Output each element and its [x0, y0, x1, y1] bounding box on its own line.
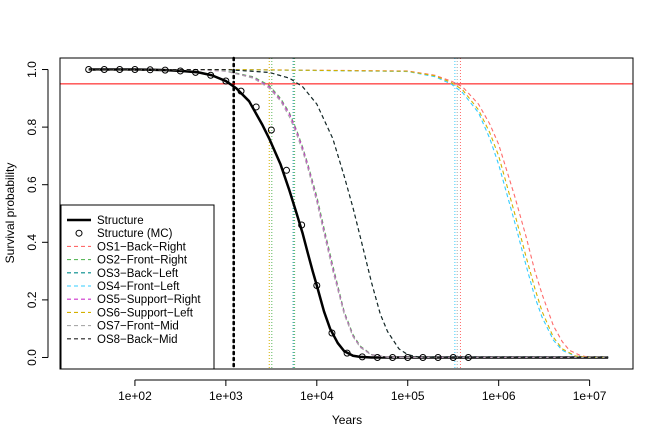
mc-point: [161, 66, 169, 74]
mc-point: [434, 353, 442, 361]
mc-point: [192, 68, 200, 76]
y-tick-label: 0.6: [25, 176, 39, 193]
mc-point: [373, 353, 381, 361]
mc-point: [267, 126, 275, 134]
mc-point: [404, 353, 412, 361]
curves-layer: [60, 56, 633, 371]
series-line-6: [88, 68, 609, 359]
legend-item: OS2−Front−Right: [67, 255, 188, 267]
legend-item: OS1−Back−Right: [67, 241, 187, 253]
mc-point: [207, 71, 215, 79]
mc-point: [85, 66, 93, 74]
legend-label: OS3−Back−Left: [97, 268, 179, 280]
axes-layer: 1e+02 1e+03 1e+04 1e+05 1e+06 1e+07 0.0 0.2 0.4 0…: [25, 57, 634, 403]
legend-label: Structure: [97, 215, 144, 227]
x-tick-label: 1e+05: [391, 389, 425, 403]
mc-point: [176, 67, 184, 75]
x-axis-label: Years: [332, 413, 362, 427]
mc-point: [449, 353, 457, 361]
legend-label: OS8−Back−Mid: [97, 334, 178, 346]
mc-point: [389, 353, 397, 361]
mc-point: [419, 353, 427, 361]
series-line-1: [88, 68, 609, 359]
mc-point: [358, 353, 366, 361]
legend-swatch: [75, 229, 83, 237]
legend-item: OS8−Back−Mid: [67, 334, 178, 346]
mc-point: [298, 221, 306, 229]
mc-point: [328, 329, 336, 337]
legend-label: OS2−Front−Right: [97, 255, 188, 267]
y-tick-label: 0.2: [25, 291, 39, 308]
mc-point: [237, 87, 245, 95]
legend-box: [60, 204, 215, 370]
plot-frame: [59, 57, 634, 370]
legend-label: OS4−Front−Left: [97, 281, 180, 293]
y-axis-label: Survival probability: [3, 163, 17, 264]
x-tick-label: 1e+04: [300, 389, 334, 403]
series-line-8: [88, 68, 609, 359]
x-tick-label: 1e+07: [573, 389, 607, 403]
legend-item: OS3−Back−Left: [67, 268, 179, 280]
legend-item: OS6−Support−Left: [67, 307, 194, 319]
legend-item: Structure: [67, 215, 144, 227]
legend-label: OS5−Support−Right: [97, 294, 201, 306]
y-tick-label: 1.0: [25, 61, 39, 78]
mc-point: [116, 66, 124, 74]
x-tick-label: 1e+02: [118, 389, 152, 403]
legend-label: OS7−Front−Mid: [97, 321, 179, 333]
mc-point: [464, 353, 472, 361]
mc-point: [343, 349, 351, 357]
series-line-3: [88, 68, 609, 359]
mc-point: [313, 281, 321, 289]
x-tick-label: 1e+06: [482, 389, 516, 403]
y-tick-label: 0.8: [25, 118, 39, 135]
legend-item: OS5−Support−Right: [67, 294, 201, 306]
y-tick-label: 0.0: [25, 349, 39, 366]
legend-item: OS7−Front−Mid: [67, 321, 179, 333]
mc-point: [282, 166, 290, 174]
legend-label: OS6−Support−Left: [97, 307, 194, 319]
series-line-9: [88, 68, 609, 359]
series-line-4: [88, 68, 609, 359]
mc-point: [131, 66, 139, 74]
legend-item: OS4−Front−Left: [67, 281, 180, 293]
mc-point: [146, 66, 154, 74]
y-tick-label: 0.4: [25, 234, 39, 251]
mc-point: [252, 103, 260, 111]
legend-item: Structure (MC): [75, 228, 173, 240]
mc-point: [100, 66, 108, 74]
legend-label: OS1−Back−Right: [97, 241, 187, 253]
series-line-7: [88, 68, 609, 359]
x-tick-label: 1e+03: [209, 389, 243, 403]
legend-label: Structure (MC): [97, 228, 173, 240]
mc-point: [222, 77, 230, 85]
